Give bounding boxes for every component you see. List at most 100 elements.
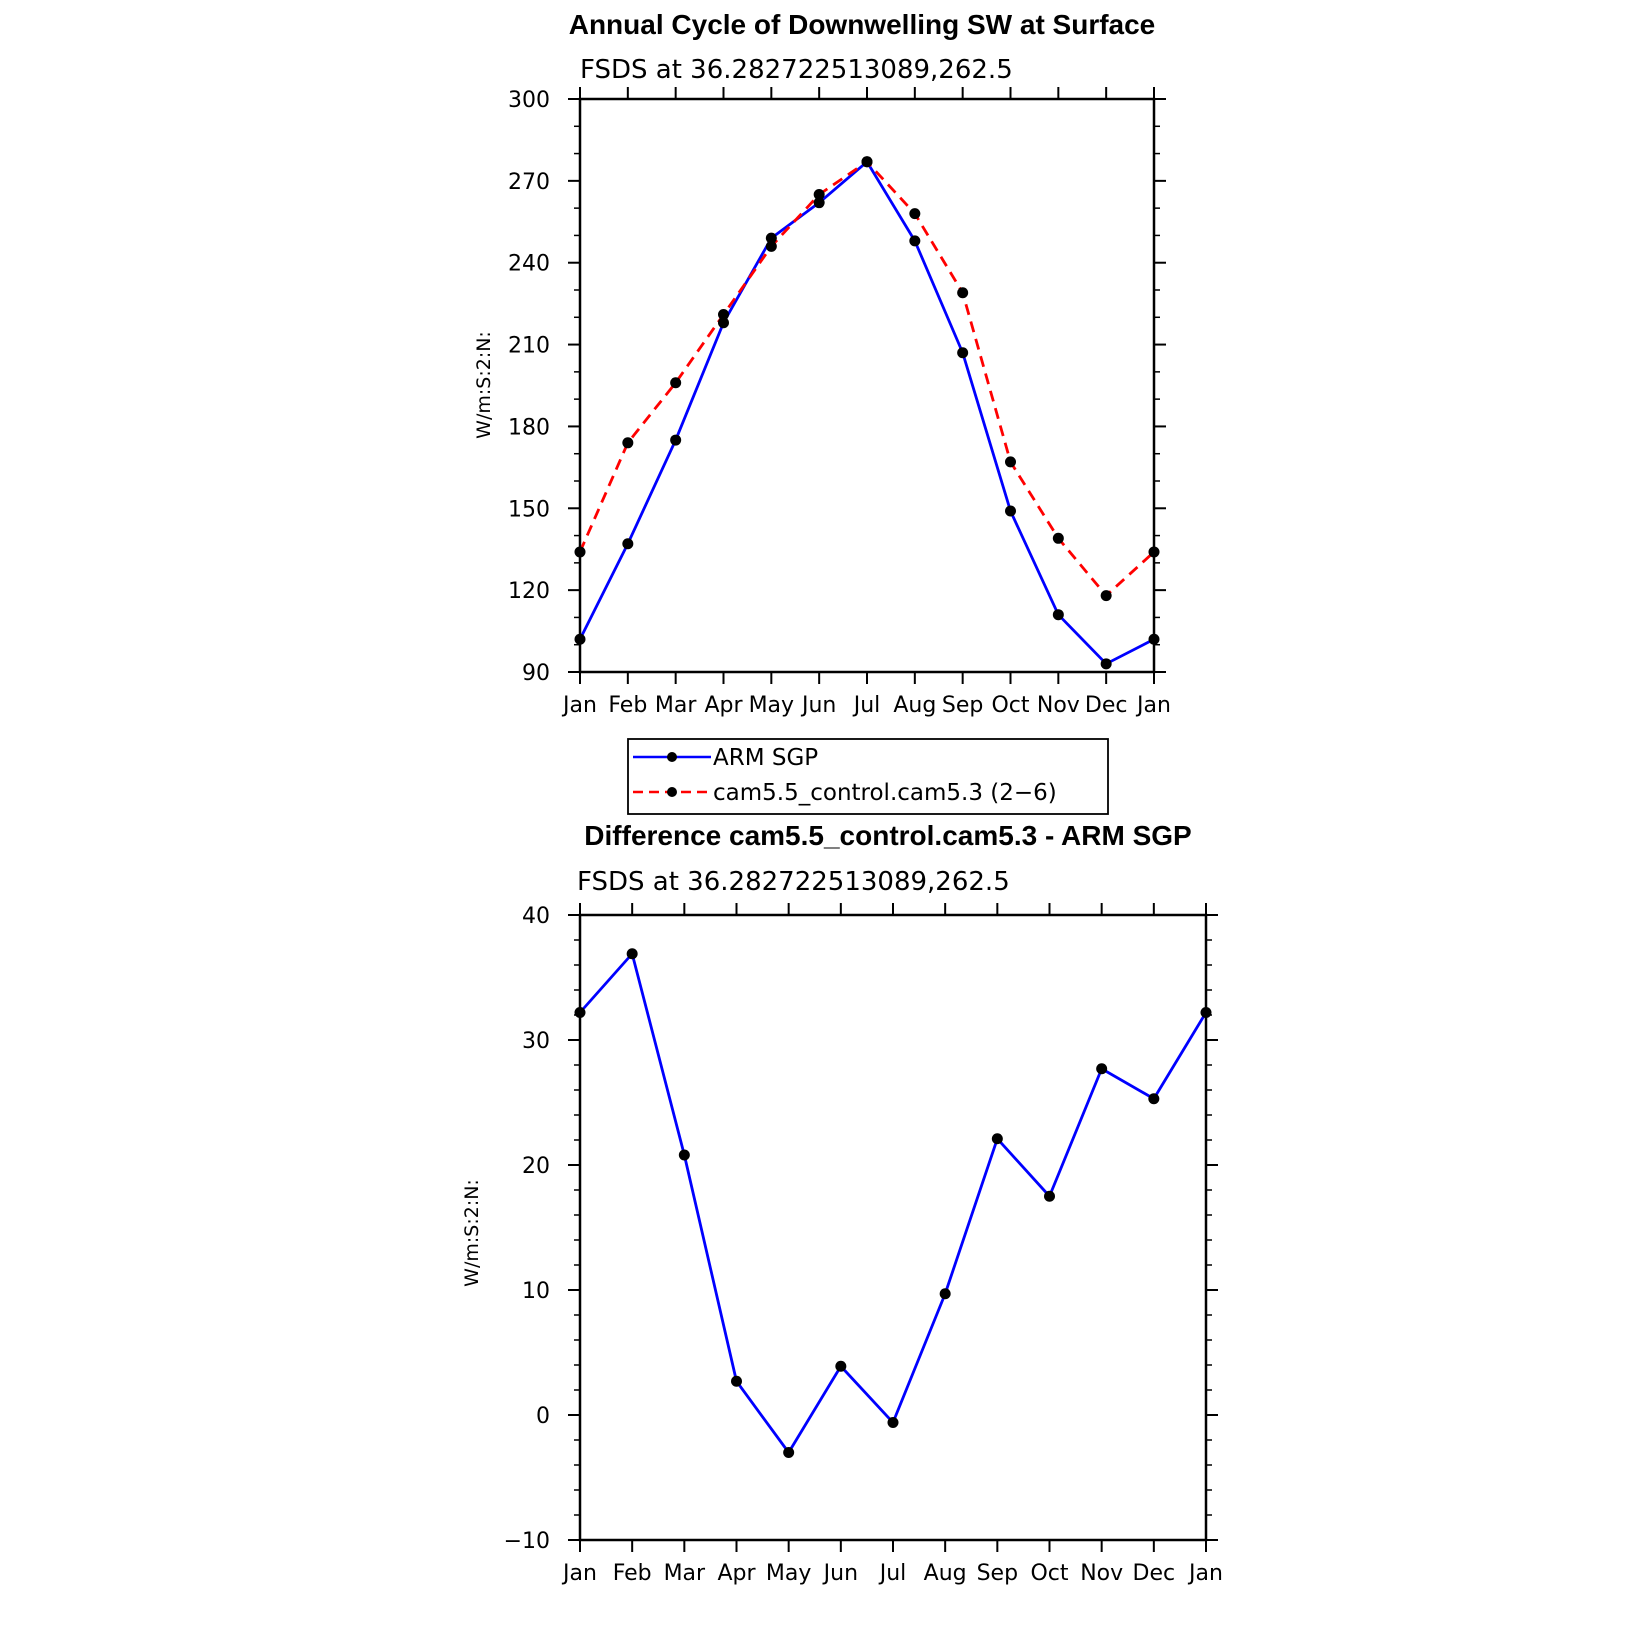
y-tick-label: 90 <box>522 661 550 686</box>
x-tick-label: Mar <box>655 693 697 718</box>
series-lines <box>578 952 1208 1454</box>
legend-label-cam5: cam5.5_control.cam5.3 (2−6) <box>713 780 1057 806</box>
data-point <box>574 633 586 645</box>
x-tick-label: Feb <box>613 1561 652 1586</box>
x-tick-label: Jun <box>800 693 836 718</box>
y-tick-labels: −10 0 10 20 30 40 <box>504 904 550 1554</box>
data-point <box>718 317 729 329</box>
data-point <box>765 240 777 252</box>
y-axis-label: W/m:S:2:N: <box>461 1179 483 1287</box>
x-tick-label: May <box>766 1561 811 1586</box>
y-tick-label: 240 <box>508 252 550 277</box>
data-point <box>574 546 586 558</box>
series-line-0 <box>578 952 1208 1454</box>
data-point <box>1200 1007 1212 1018</box>
x-tick-label: Jul <box>878 1561 907 1586</box>
data-point <box>957 347 969 359</box>
x-tick-label: Sep <box>977 1561 1018 1586</box>
data-point <box>626 948 638 960</box>
data-point <box>861 156 873 168</box>
y-tick-label: 150 <box>508 497 550 522</box>
series-markers <box>574 948 1212 1458</box>
x-tick-label: Oct <box>991 693 1029 718</box>
x-tick-label: Oct <box>1030 1561 1068 1586</box>
data-point <box>991 1133 1003 1145</box>
legend-marker-arm-sgp <box>667 752 677 762</box>
plot-frame <box>578 97 1156 674</box>
x-tick-label: Jan <box>1135 693 1171 718</box>
chart-title: Difference cam5.5_control.cam5.3 - ARM S… <box>584 820 1191 851</box>
data-point <box>670 377 682 389</box>
difference-panel: Difference cam5.5_control.cam5.3 - ARM S… <box>461 820 1223 1586</box>
data-point <box>887 1417 899 1428</box>
y-tick-label: 210 <box>508 334 550 359</box>
x-tick-label: Feb <box>608 693 647 718</box>
data-point <box>731 1375 742 1387</box>
data-point <box>1052 609 1064 621</box>
y-tick-label: 20 <box>522 1154 550 1179</box>
y-tick-label: −10 <box>504 1529 550 1554</box>
data-point <box>783 1447 795 1458</box>
data-point <box>1052 532 1064 544</box>
y-tick-label: 40 <box>522 904 550 929</box>
y-tick-labels: 90 120 150 180 210 240 270 300 <box>508 88 550 686</box>
chart-title: Annual Cycle of Downwelling SW at Surfac… <box>569 9 1156 40</box>
data-point <box>813 189 825 200</box>
x-tick-label: Jan <box>561 693 597 718</box>
legend-box <box>627 738 1109 815</box>
x-tick-label: Aug <box>893 693 936 718</box>
legend-marker-cam5 <box>667 787 677 797</box>
chart-subtitle: FSDS at 36.282722513089,262.5 <box>580 55 1013 85</box>
x-tick-label: Apr <box>704 693 743 718</box>
y-tick-label: 120 <box>508 579 550 604</box>
data-point <box>678 1149 690 1161</box>
y-tick-label: 300 <box>508 88 550 113</box>
data-point <box>1005 456 1016 468</box>
data-point <box>813 197 825 209</box>
x-tick-labels: Jan Feb Mar Apr May Jun Jul Aug Sep Oct Nov Dec Jan <box>561 1561 1223 1586</box>
x-tick-label: Sep <box>942 693 983 718</box>
x-tick-label: Dec <box>1085 693 1128 718</box>
y-axis-label: W/m:S:2:N: <box>473 331 495 439</box>
x-tick-label: Mar <box>664 1561 706 1586</box>
data-point <box>835 1360 847 1372</box>
data-point <box>670 434 682 446</box>
x-tick-label: Apr <box>717 1561 756 1586</box>
series-line-0 <box>578 160 1155 666</box>
x-tick-label: Nov <box>1080 1561 1123 1586</box>
data-point <box>718 309 729 321</box>
tick-marks <box>568 87 1166 684</box>
x-tick-label: Jun <box>822 1561 858 1586</box>
data-point <box>574 1007 586 1018</box>
x-tick-label: Nov <box>1037 693 1080 718</box>
data-point <box>957 287 969 299</box>
x-tick-label: May <box>749 693 794 718</box>
legend-label-arm-sgp: ARM SGP <box>713 745 818 771</box>
data-point <box>622 538 634 550</box>
plot-frame <box>578 913 1208 1542</box>
data-point <box>1148 1093 1160 1105</box>
data-point <box>1044 1190 1055 1202</box>
x-tick-label: Dec <box>1133 1561 1176 1586</box>
tick-marks <box>568 903 1218 1552</box>
data-point <box>939 1288 951 1300</box>
y-tick-label: 30 <box>522 1029 550 1054</box>
data-point <box>765 232 777 244</box>
data-point <box>1005 505 1016 517</box>
x-tick-labels: Jan Feb Mar Apr May Jun Jul Aug Sep Oct Nov Dec Jan <box>561 693 1171 718</box>
data-point <box>909 235 921 247</box>
data-point <box>1100 658 1112 670</box>
y-tick-label: 180 <box>508 415 550 440</box>
x-tick-label: Jan <box>1187 1561 1223 1586</box>
data-point <box>622 437 634 449</box>
data-point <box>1096 1063 1108 1075</box>
series-markers <box>574 156 1160 670</box>
legend: ARM SGP cam5.5_control.cam5.3 (2−6) <box>627 738 1109 815</box>
chart-subtitle: FSDS at 36.282722513089,262.5 <box>577 867 1010 897</box>
data-point <box>909 208 921 220</box>
data-point <box>1100 590 1112 602</box>
x-tick-label: Jan <box>561 1561 597 1586</box>
x-tick-label: Jul <box>852 693 881 718</box>
annual-cycle-panel: Annual Cycle of Downwelling SW at Surfac… <box>473 9 1171 815</box>
